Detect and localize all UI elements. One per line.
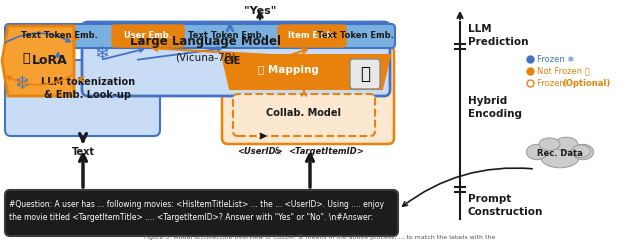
- FancyBboxPatch shape: [5, 190, 398, 236]
- Text: Text Token Emb.: Text Token Emb.: [317, 31, 394, 41]
- Ellipse shape: [573, 144, 594, 160]
- Text: Prediction: Prediction: [468, 37, 529, 47]
- FancyBboxPatch shape: [278, 25, 346, 47]
- FancyBboxPatch shape: [112, 25, 184, 47]
- Text: ❄: ❄: [15, 75, 29, 93]
- Text: LoRA: LoRA: [32, 54, 68, 68]
- Text: &: &: [272, 147, 284, 156]
- Text: <UserID>: <UserID>: [237, 147, 283, 156]
- Polygon shape: [2, 26, 74, 96]
- Text: Not Frozen 🔥: Not Frozen 🔥: [537, 67, 589, 75]
- Polygon shape: [222, 55, 390, 89]
- Text: Text: Text: [72, 147, 95, 157]
- Text: 🔥: 🔥: [22, 52, 29, 65]
- Text: 🔥 Mapping: 🔥 Mapping: [257, 65, 319, 75]
- Text: (Vicuna-7B): (Vicuna-7B): [175, 52, 236, 62]
- Text: Prompt: Prompt: [468, 194, 511, 204]
- Text: #Question: A user has ... following movies: <HisItemTitleList> ... the ... <User: #Question: A user has ... following movi…: [9, 200, 384, 209]
- Text: 🦌: 🦌: [360, 65, 370, 83]
- Text: ❄: ❄: [95, 45, 109, 63]
- Text: Item Emb.: Item Emb.: [288, 31, 336, 41]
- Text: Large Language Model: Large Language Model: [131, 35, 282, 49]
- Text: Text Token Emb.: Text Token Emb.: [188, 31, 264, 41]
- FancyBboxPatch shape: [5, 24, 395, 48]
- Ellipse shape: [541, 148, 579, 168]
- FancyBboxPatch shape: [222, 46, 394, 144]
- Text: Frozen: Frozen: [537, 79, 568, 88]
- Ellipse shape: [555, 137, 578, 151]
- Text: (Optional): (Optional): [562, 79, 611, 88]
- FancyBboxPatch shape: [82, 22, 390, 96]
- Text: <TargetItemID>: <TargetItemID>: [288, 147, 364, 156]
- Text: CIE: CIE: [224, 56, 241, 66]
- Ellipse shape: [539, 138, 560, 151]
- Text: Frozen ❄: Frozen ❄: [537, 54, 574, 63]
- FancyBboxPatch shape: [350, 59, 380, 89]
- FancyBboxPatch shape: [233, 94, 375, 136]
- Text: Construction: Construction: [468, 207, 543, 217]
- Text: Encoding: Encoding: [468, 109, 522, 119]
- Text: Figure 3: Model architecture overview of CoLLM. ① means in the above process, ..: Figure 3: Model architecture overview of…: [144, 234, 496, 240]
- FancyBboxPatch shape: [5, 60, 160, 136]
- Text: LLM: LLM: [468, 24, 492, 34]
- Text: Rec. Data: Rec. Data: [537, 150, 583, 159]
- Text: & Emb. Look-up: & Emb. Look-up: [45, 90, 131, 100]
- Ellipse shape: [572, 145, 591, 157]
- Text: LLM tokenization: LLM tokenization: [41, 77, 135, 87]
- Text: the movie titled <TargetItemTitle> .... <TargetItemID>? Answer with "Yes" or "No: the movie titled <TargetItemTitle> .... …: [9, 213, 373, 222]
- Ellipse shape: [526, 144, 547, 160]
- Text: Collab. Model: Collab. Model: [266, 108, 342, 118]
- Text: Hybrid: Hybrid: [468, 96, 508, 106]
- Text: "Yes": "Yes": [244, 6, 276, 16]
- Text: User Emb.: User Emb.: [124, 31, 172, 41]
- Text: Text Token Emb.: Text Token Emb.: [20, 31, 97, 41]
